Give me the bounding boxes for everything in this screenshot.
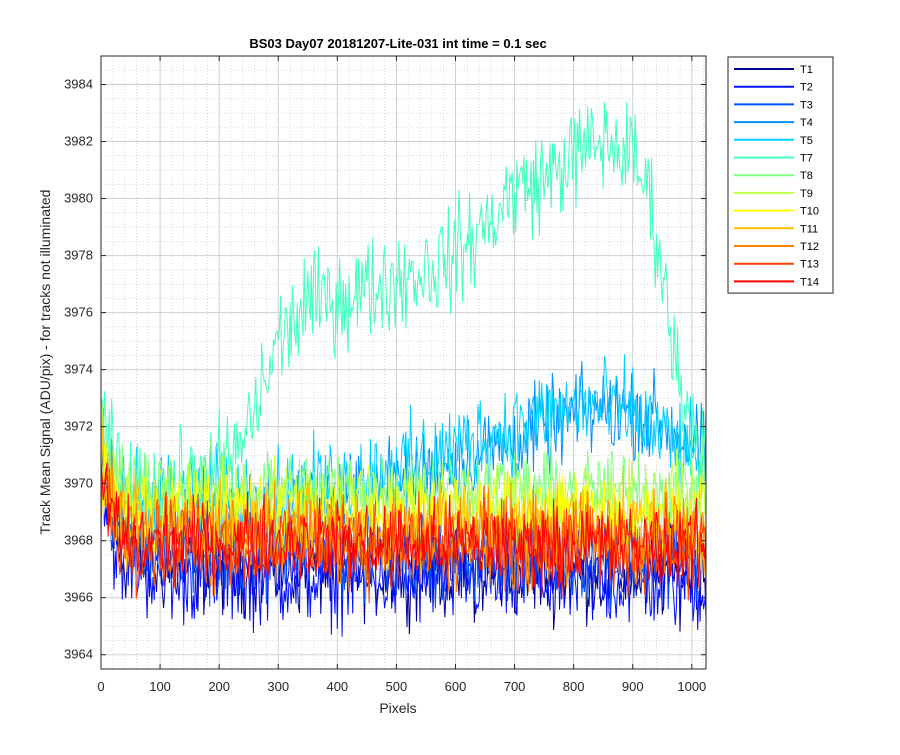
legend-label-t1: T1 bbox=[800, 64, 813, 76]
series-lines bbox=[101, 101, 706, 637]
x-tick-label: 700 bbox=[504, 679, 526, 694]
y-tick-label: 3974 bbox=[64, 362, 93, 377]
x-tick-label: 500 bbox=[386, 679, 408, 694]
y-tick-label: 3982 bbox=[64, 134, 93, 149]
legend-label-t10: T10 bbox=[800, 206, 819, 218]
legend-label-t14: T14 bbox=[800, 276, 819, 288]
y-tick-label: 3966 bbox=[64, 590, 93, 605]
y-axis-label: Track Mean Signal (ADU/pix) - for tracks… bbox=[37, 190, 53, 535]
chart-title: BS03 Day07 20181207-Lite-031 int time = … bbox=[249, 36, 546, 51]
y-tick-label: 3970 bbox=[64, 476, 93, 491]
y-tick-label: 3972 bbox=[64, 419, 93, 434]
legend-label-t11: T11 bbox=[800, 223, 818, 235]
x-tick-label: 1000 bbox=[677, 679, 706, 694]
x-tick-label: 200 bbox=[208, 679, 230, 694]
legend-label-t5: T5 bbox=[800, 135, 813, 147]
legend-label-t7: T7 bbox=[800, 153, 813, 165]
x-tick-label: 300 bbox=[267, 679, 289, 694]
y-tick-label: 3984 bbox=[64, 77, 93, 92]
axes: 0 100 200 300 400 500 600 700 800 900 1000 3964 3966… bbox=[64, 55, 707, 694]
x-tick-label: 400 bbox=[326, 679, 348, 694]
legend-label-t9: T9 bbox=[800, 188, 813, 200]
y-tick-label: 3978 bbox=[64, 248, 93, 263]
x-tick-label: 800 bbox=[563, 679, 585, 694]
y-tick-label: 3976 bbox=[64, 305, 93, 320]
legend-label-t8: T8 bbox=[800, 170, 813, 182]
series-line-t14 bbox=[101, 461, 706, 598]
x-tick-label: 900 bbox=[622, 679, 644, 694]
y-tick-label: 3980 bbox=[64, 191, 93, 206]
plot-frame bbox=[100, 55, 707, 670]
legend-label-t13: T13 bbox=[800, 259, 819, 271]
y-tick-label: 3968 bbox=[64, 533, 93, 548]
legend-label-t4: T4 bbox=[800, 117, 813, 129]
y-tick-label: 3964 bbox=[64, 647, 93, 662]
series-line-t9 bbox=[101, 403, 706, 557]
x-tick-label: 100 bbox=[149, 679, 171, 694]
x-axis-label: Pixels bbox=[379, 700, 416, 716]
legend-label-t3: T3 bbox=[800, 99, 813, 111]
x-tick-label: 0 bbox=[97, 679, 104, 694]
x-tick-label: 600 bbox=[445, 679, 467, 694]
legend-label-t12: T12 bbox=[800, 241, 819, 253]
legend-label-t2: T2 bbox=[800, 82, 813, 94]
legend: T1 T2 T3 T4 T5 T7 T8 T9 T10 T11 T12 T13 T14 bbox=[727, 56, 834, 294]
series-line-t8 bbox=[101, 436, 706, 537]
